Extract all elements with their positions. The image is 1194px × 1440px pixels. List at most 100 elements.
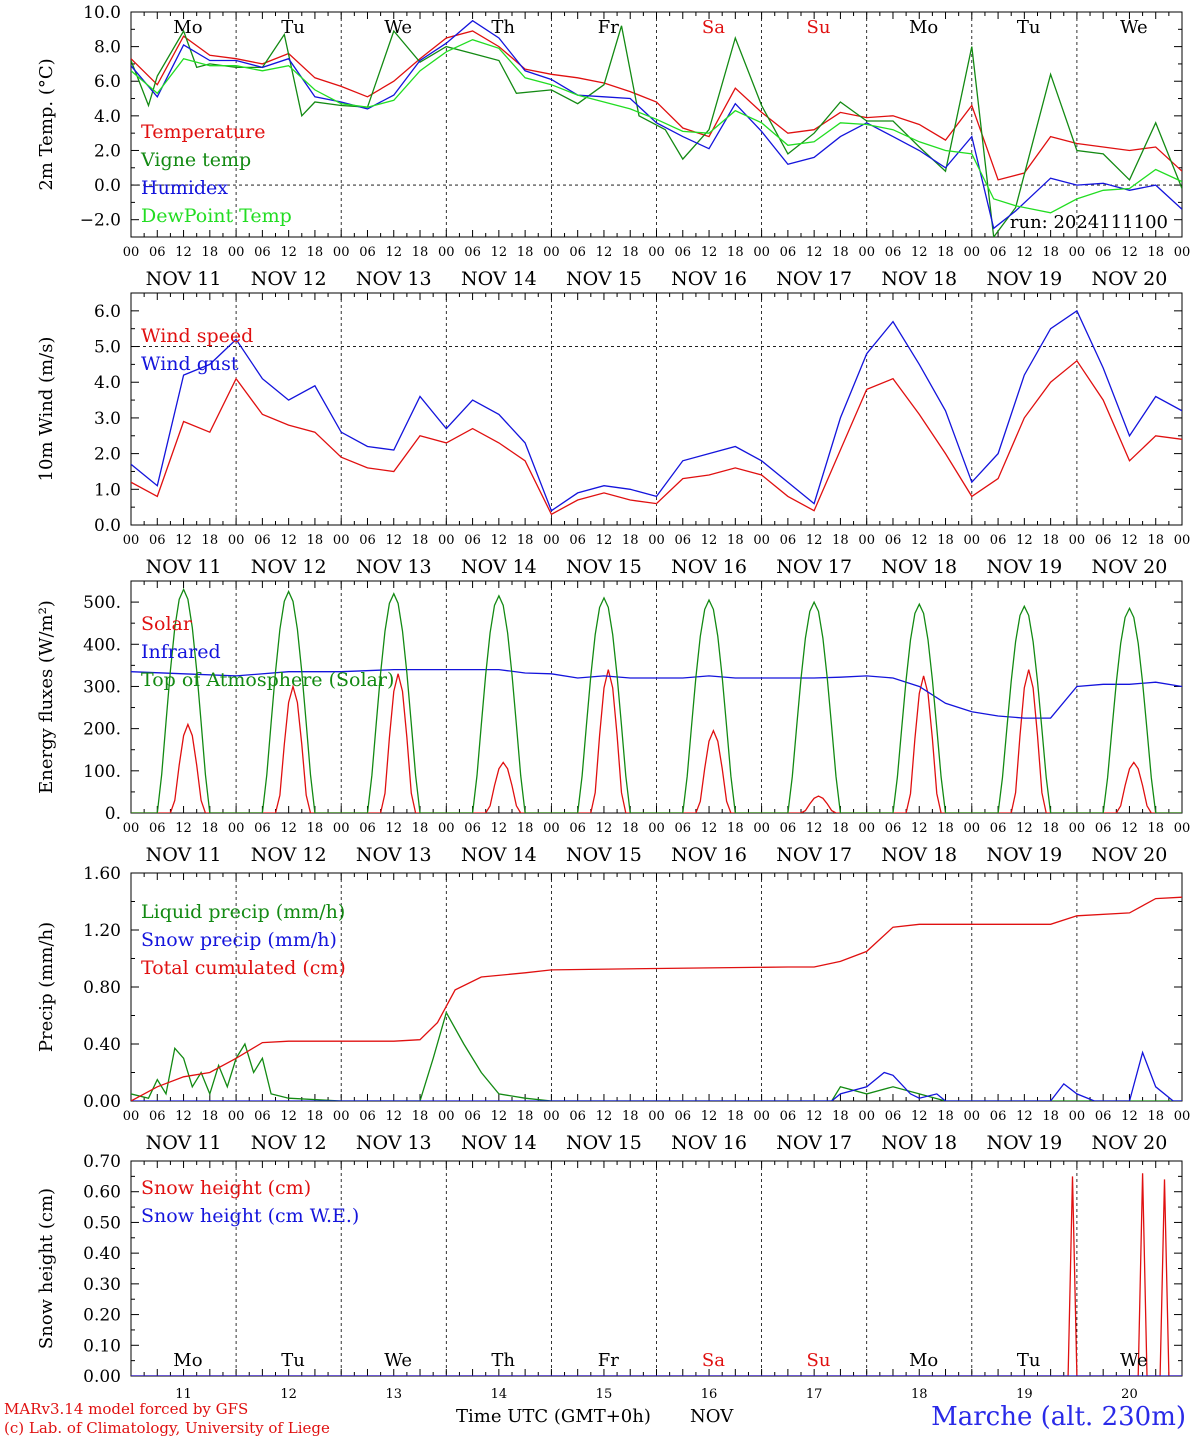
y-tick-label: 4.0	[94, 107, 121, 127]
hour-tick-label: 06	[675, 821, 692, 836]
series-line-temperature	[131, 30, 1182, 181]
hour-tick-label: 00	[333, 1109, 350, 1124]
x-axis-title: Time UTC (GMT+0h)	[456, 1406, 651, 1427]
hour-tick-label: 12	[491, 245, 508, 260]
date-label: NOV 18	[881, 556, 957, 578]
weekday-label: Tu	[1017, 17, 1041, 38]
date-label: NOV 12	[251, 268, 327, 290]
hour-tick-label: 18	[517, 533, 534, 548]
hour-tick-label: 06	[359, 245, 376, 260]
date-label: NOV 19	[986, 556, 1062, 578]
hour-tick-label: 06	[885, 1109, 902, 1124]
legend-entry: Temperature	[141, 121, 265, 143]
hour-tick-label: 12	[806, 533, 823, 548]
legend-entry: Top of Atmosphere (Solar)	[141, 669, 394, 691]
hour-tick-label: 06	[990, 245, 1007, 260]
hour-tick-label: 00	[1069, 533, 1086, 548]
date-label: NOV 17	[776, 1132, 852, 1154]
y-tick-label: 0.50	[83, 1213, 121, 1233]
hour-tick-label: 12	[1121, 821, 1138, 836]
hour-tick-label: 06	[675, 533, 692, 548]
date-label: NOV 15	[566, 556, 642, 578]
y-tick-label: 0.00	[83, 1367, 121, 1387]
hour-tick-label: 12	[701, 821, 718, 836]
day-number-label: 12	[280, 1387, 297, 1402]
hour-tick-label: 00	[123, 245, 140, 260]
date-label: NOV 13	[356, 268, 432, 290]
y-tick-label: 0.20	[83, 1306, 121, 1326]
weekday-label: Tu	[281, 1350, 305, 1371]
hour-tick-label: 00	[1069, 245, 1086, 260]
y-tick-label: 6.0	[94, 302, 121, 322]
snow-panel	[130, 1160, 1183, 1377]
hour-tick-label: 18	[1147, 245, 1164, 260]
hour-tick-label: 12	[701, 533, 718, 548]
hour-tick-label: 06	[149, 245, 166, 260]
legend-entry: Wind gust	[141, 353, 239, 375]
legend-entry: Total cumulated (cm)	[141, 957, 346, 979]
hour-tick-label: 12	[596, 245, 613, 260]
weekday-label: We	[384, 1350, 412, 1371]
hour-tick-label: 06	[990, 533, 1007, 548]
hour-tick-label: 06	[149, 1109, 166, 1124]
hour-tick-label: 06	[885, 821, 902, 836]
hour-tick-label: 12	[806, 821, 823, 836]
hour-tick-label: 06	[254, 821, 271, 836]
hour-tick-label: 18	[1147, 1109, 1164, 1124]
series-line-total-cumulated-cm	[131, 896, 1182, 1101]
legend-entry: Vigne temp	[140, 149, 251, 171]
legend-entry: DewPoint Temp	[141, 205, 292, 227]
hour-tick-label: 18	[727, 821, 744, 836]
hour-tick-label: 12	[280, 821, 297, 836]
y-tick-label: 300.	[83, 677, 121, 697]
weekday-label: Su	[807, 17, 831, 38]
weekday-label: Sa	[702, 17, 725, 38]
y-tick-label: 8.0	[94, 38, 121, 58]
x-axis-unit: NOV	[690, 1406, 734, 1427]
date-label: NOV 16	[671, 268, 747, 290]
hour-tick-label: 18	[937, 245, 954, 260]
hour-tick-label: 18	[937, 1109, 954, 1124]
hour-tick-label: 12	[806, 1109, 823, 1124]
hour-tick-label: 18	[412, 533, 429, 548]
hour-tick-label: 12	[1016, 533, 1033, 548]
date-label: NOV 19	[986, 1132, 1062, 1154]
weekday-label: We	[1120, 1350, 1148, 1371]
hour-tick-label: 00	[648, 245, 665, 260]
wind-panel	[130, 292, 1183, 526]
hour-tick-label: 12	[1121, 1109, 1138, 1124]
y-tick-label: 0.70	[83, 1152, 121, 1172]
hour-tick-label: 18	[202, 1109, 219, 1124]
hour-tick-label: 06	[990, 1109, 1007, 1124]
date-label: NOV 18	[881, 1132, 957, 1154]
date-label: NOV 11	[146, 556, 222, 578]
y-axis-label: Snow height (cm)	[36, 1188, 57, 1349]
hour-tick-label: 18	[727, 533, 744, 548]
weekday-label: Mo	[909, 1350, 938, 1371]
weekday-label: We	[1120, 17, 1148, 38]
y-tick-label: 0.40	[83, 1035, 121, 1055]
date-label: NOV 18	[881, 844, 957, 866]
series-line-dewpoint-temp	[131, 39, 1182, 214]
hour-tick-label: 00	[438, 1109, 455, 1124]
date-label: NOV 14	[461, 268, 537, 290]
date-label: NOV 18	[881, 268, 957, 290]
hour-tick-label: 18	[937, 533, 954, 548]
hour-tick-label: 00	[858, 245, 875, 260]
legend-entry: Snow precip (mm/h)	[141, 929, 337, 951]
hour-tick-label: 06	[464, 245, 481, 260]
hour-tick-label: 12	[175, 245, 192, 260]
y-axis-label: 2m Temp. (°C)	[36, 58, 57, 190]
hour-tick-label: 06	[254, 245, 271, 260]
y-tick-label: 500.	[83, 593, 121, 613]
hour-tick-label: 06	[569, 245, 586, 260]
day-number-label: 14	[491, 1387, 508, 1402]
y-tick-label: 1.20	[83, 921, 121, 941]
day-number-label: 20	[1121, 1387, 1138, 1402]
date-label: NOV 16	[671, 844, 747, 866]
hour-tick-label: 00	[1174, 245, 1191, 260]
legend-entry: Liquid precip (mm/h)	[141, 901, 345, 923]
y-tick-label: 1.60	[83, 864, 121, 884]
hour-tick-label: 12	[280, 1109, 297, 1124]
hour-tick-label: 06	[1095, 533, 1112, 548]
